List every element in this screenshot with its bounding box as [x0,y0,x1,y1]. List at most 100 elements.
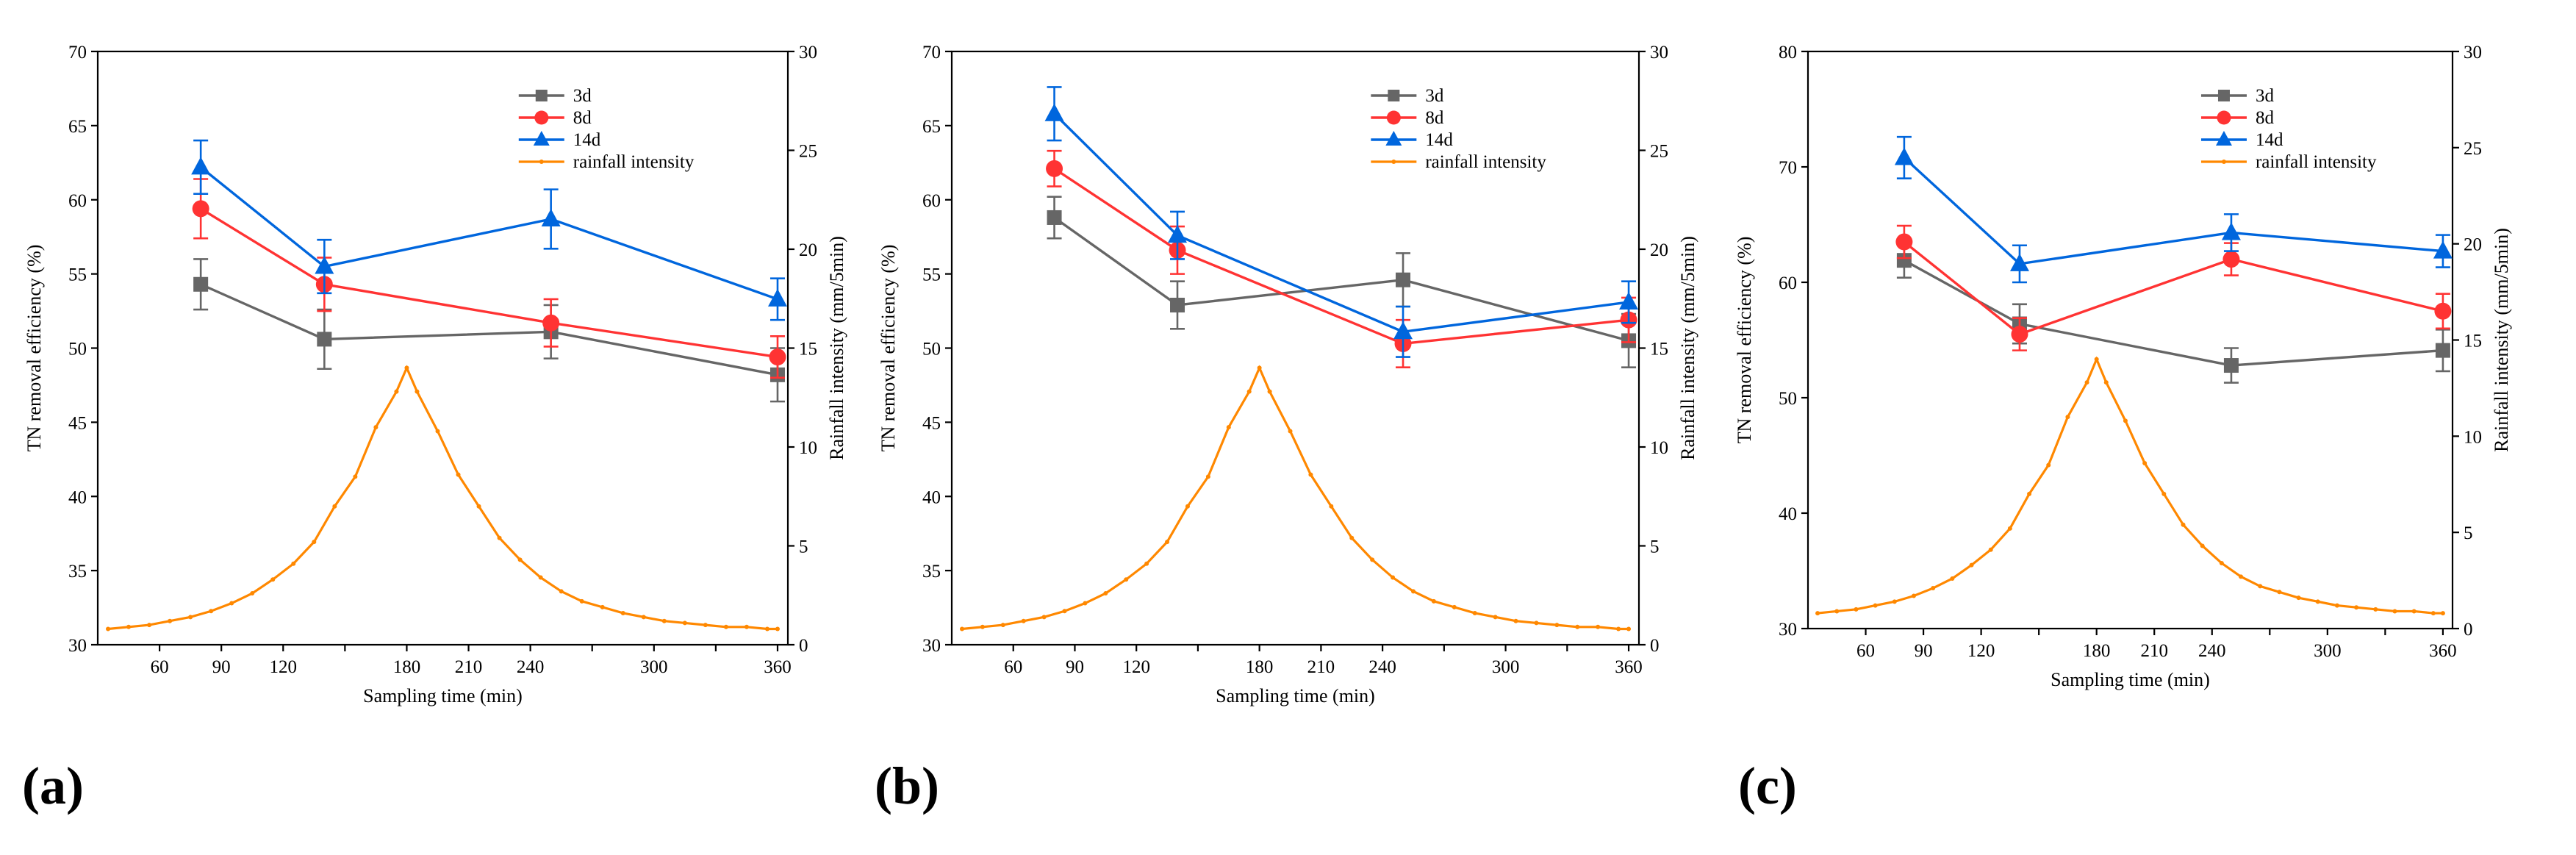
panel-label: (b) [875,756,939,815]
legend-label: 8d [573,108,592,128]
data-point-3d [1396,272,1411,287]
y2-tick-label: 25 [1650,142,1668,162]
legend-label: 14d [1425,130,1453,150]
y2-tick-label: 0 [799,636,808,656]
series-8d [192,178,786,379]
data-point-14d [2433,240,2453,259]
rainfall-point [2065,415,2070,420]
y2-tick-label: 30 [1650,43,1668,62]
rainfall-point [435,429,440,434]
rainfall-point [270,577,276,582]
rainfall-point [2277,590,2282,595]
rainfall-point [1950,576,1955,581]
x-tick-label: 90 [1066,657,1084,677]
y-tick-label: 60 [922,191,941,211]
rainfall-point [2440,611,2445,616]
x-tick-label: 210 [2140,641,2168,661]
rainfall-point [2392,609,2397,614]
rainfall-point [291,561,296,566]
rainfall-point [1969,562,1974,568]
x-axis-label: Sampling time (min) [1216,685,1375,706]
data-point-3d [2223,358,2239,373]
y-tick-label: 65 [922,117,941,137]
rainfall-point [600,604,605,609]
x-tick-label: 360 [1615,657,1643,677]
rainfall-point [2334,603,2339,608]
rainfall-point [332,504,337,509]
series-3d [1896,242,2450,384]
rainfall-point [641,615,646,620]
y2-tick-label: 10 [2464,427,2482,447]
legend-label: 14d [573,130,601,150]
rainfall-point [373,425,378,430]
y2-tick-label: 5 [1650,537,1660,557]
rainfall-point [959,626,964,632]
y2-tick-label: 10 [1650,438,1668,458]
series-line-3d [200,283,778,376]
rainfall-point [1329,504,1334,509]
rainfall-point [1911,593,1916,598]
rainfall-point [2200,543,2205,548]
y-tick-label: 80 [1779,43,1797,62]
rainfall-point [2296,595,2301,601]
legend-marker [2217,110,2231,125]
series-line-14d [1903,157,2444,265]
y2-tick-label: 30 [2464,43,2482,62]
legend-marker [2221,160,2226,164]
x-tick-label: 360 [2429,641,2457,661]
x-tick-label: 60 [1004,657,1022,677]
rainfall-point [1873,603,1878,608]
x-tick-label: 240 [517,657,545,677]
rainfall-point [744,624,749,629]
rainfall-point [2123,418,2128,423]
rainfall-point [2027,491,2032,496]
x-tick-label: 180 [2083,641,2111,661]
rainfall-point [1308,472,1313,477]
y2-tick-label: 10 [799,438,817,458]
y2-tick-label: 5 [2464,523,2473,543]
rainfall-intensity-line [107,365,778,631]
data-point-8d [542,314,560,332]
rainfall-point [168,618,173,623]
y-axis-label: TN removal efficiency (%) [24,245,45,452]
y-axis-label: TN removal efficiency (%) [878,245,899,452]
rainfall-point [404,365,409,371]
y-tick-label: 60 [1779,273,1797,293]
y2-tick-label: 20 [1650,240,1668,260]
y-tick-label: 55 [922,265,941,285]
y-tick-label: 35 [68,562,87,582]
y2-axis-label: Rainfall intensity (mm/5min) [826,236,847,460]
x-tick-label: 240 [1368,657,1396,677]
panel-label: (a) [22,756,84,815]
legend-marker [1386,110,1401,125]
y-tick-label: 70 [922,43,941,62]
series-line-3d [1053,216,1629,343]
rainfall-point [2411,609,2417,614]
rainfall-point [1205,474,1210,479]
series-line-8d [200,207,778,359]
y2-tick-label: 15 [2464,332,2482,351]
rainfall-point [126,624,132,629]
legend-marker [1385,131,1402,146]
legend-label: 14d [2256,130,2283,150]
rainfall-point [1834,609,1840,614]
legend-marker [535,90,548,101]
y2-tick-label: 25 [2464,139,2482,159]
rainfall-point [1083,601,1088,606]
series-14d [1894,135,2453,284]
data-point-14d [1168,225,1188,243]
rainfall-point [1410,589,1416,594]
y-tick-label: 65 [68,117,87,137]
rainfall-point [2161,491,2167,496]
rainfall-point [517,557,523,562]
x-tick-label: 60 [1856,641,1875,661]
series-8d [1895,224,2452,351]
y-tick-label: 50 [1779,389,1797,409]
series-line-3d [1904,259,2444,367]
rainfall-point [2430,611,2436,616]
data-point-8d [2011,326,2028,343]
rainfall-point [188,615,193,620]
legend-marker [534,110,549,125]
legend-marker [2215,131,2232,146]
